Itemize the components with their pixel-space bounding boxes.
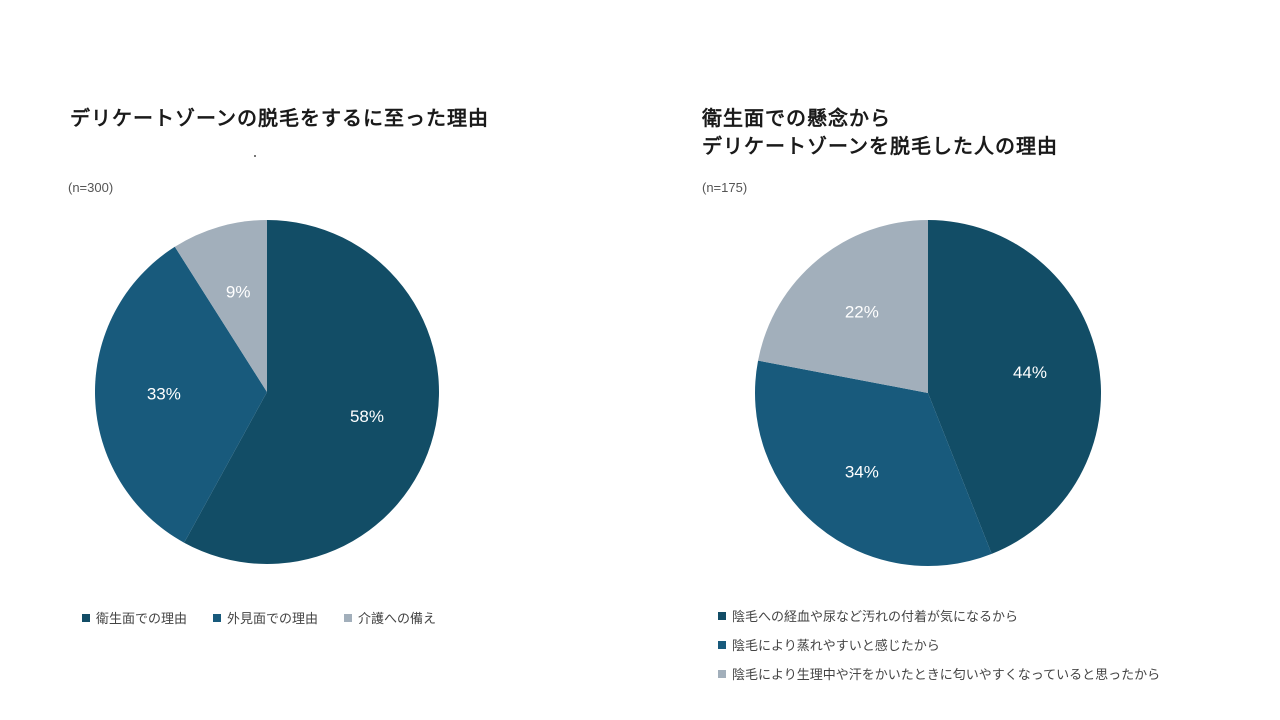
pie-slice-1-0 [928,220,1101,554]
pie-data-label-0-1: 33% [147,385,181,404]
right-chart-title-line-2: デリケートゾーンを脱毛した人の理由 [702,134,1058,158]
legend-item-1-2: 陰毛により生理中や汗をかいたときに匂いやすくなっていると思ったから [718,664,1160,683]
legend-swatch [344,613,353,622]
legend-item-0-1: 外見面での理由 [213,608,318,627]
pie-slice-1-2 [758,220,928,393]
right-pie-chart: 44% 34% 22% [755,220,1101,566]
left-sample-size: (n=300) [68,180,114,195]
legend-label: 衛生面での理由 [96,612,188,627]
pie-slice-0-2 [174,220,267,392]
decorative-dot [254,155,256,157]
legend-swatch [718,640,726,649]
legend-label: 陰毛により蒸れやすいと感じたから [732,639,940,654]
pie-data-label-0-0: 58% [350,407,384,426]
legend-label: 陰毛により生理中や汗をかいたときに匂いやすくなっていると思ったから [732,668,1161,683]
right-chart-title-line-1: 衛生面での懸念から [702,106,891,130]
legend-item-1-0: 陰毛への経血や尿など汚れの付着が気になるから [718,606,1160,625]
left-chart-title: デリケートゾーンの脱毛をするに至った理由 [70,104,489,132]
pie-data-label-1-1: 34% [845,462,879,481]
left-chart-legend: 衛生面での理由 外見面での理由 介護への備え [82,608,436,627]
right-chart-legend: 陰毛への経血や尿など汚れの付着が気になるから 陰毛により蒸れやすいと感じたから陰毛… [718,606,1160,693]
right-chart-panel: 衛生面での懸念から デリケートゾーンを脱毛した人の理由 (n=175) 44% 3… [640,0,1280,720]
pie-slice-0-1 [94,246,268,543]
legend-swatch [718,669,726,678]
legend-swatch [718,611,726,620]
legend-label: 陰毛への経血や尿など汚れの付着が気になるから [732,610,1019,625]
left-chart-title-line: デリケートゾーンの脱毛をするに至った理由 [70,106,489,130]
pie-data-label-1-2: 22% [845,303,879,322]
legend-swatch [82,613,90,622]
left-chart-panel: デリケートゾーンの脱毛をするに至った理由 (n=300) 58% 33% 9% 衛生… [68,104,489,627]
legend-item-0-0: 衛生面での理由 [82,608,187,627]
pie-data-label-1-0: 44% [1013,363,1047,382]
pie-slice-1-1 [755,360,992,566]
legend-label: 介護への備え [358,612,437,627]
legend-label: 外見面での理由 [227,612,319,627]
pie-data-label-0-2: 9% [226,282,251,301]
right-chart-title: 衛生面での懸念から デリケートゾーンを脱毛した人の理由 [702,104,1058,160]
legend-swatch [213,613,222,622]
pie-slice-0-0 [184,220,439,564]
right-sample-size: (n=175) [702,180,748,195]
legend-item-0-2: 介護への備え [344,608,436,627]
legend-item-1-1: 陰毛により蒸れやすいと感じたから [718,635,1160,654]
left-pie-chart: 58% 33% 9% [94,220,439,564]
